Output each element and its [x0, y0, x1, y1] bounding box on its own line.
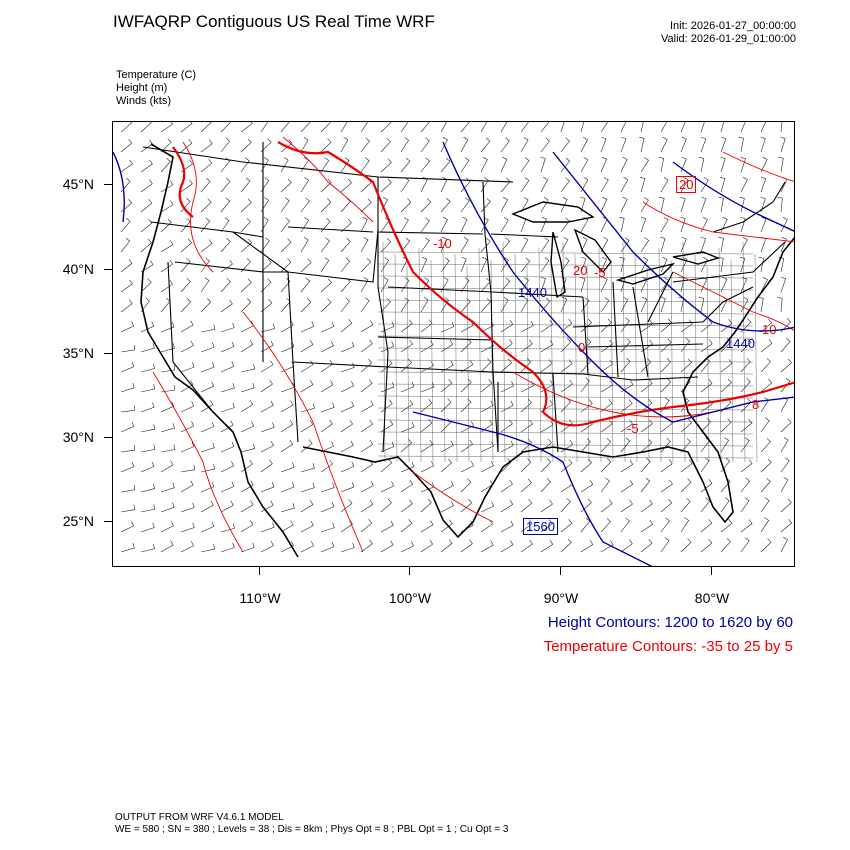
- lon-tick: [711, 567, 712, 575]
- temp-contour-label: 20: [676, 176, 697, 193]
- height-contours-legend: Height Contours: 1200 to 1620 by 60: [547, 614, 793, 631]
- variable-winds: Winds (kts): [116, 95, 171, 107]
- county-lines: [377, 241, 758, 463]
- lat-tick: [104, 521, 112, 522]
- temp-contour-label: -10: [433, 236, 452, 251]
- temp-contour-label: 0: [578, 340, 586, 355]
- lat-tick: [104, 184, 112, 185]
- valid-time: Valid: 2026-01-29_01:00:00: [661, 33, 796, 45]
- lat-tick: [104, 437, 112, 438]
- model-info: OUTPUT FROM WRF V4.6.1 MODEL: [115, 812, 284, 823]
- lon-tick: [409, 567, 410, 575]
- temp-contour-label: -5: [594, 265, 606, 280]
- init-time: Init: 2026-01-27_00:00:00: [670, 20, 796, 32]
- lon-label-100: 100°W: [388, 590, 432, 606]
- lon-label-80: 80°W: [694, 590, 730, 606]
- temp-contour-label: -5: [627, 421, 639, 436]
- lat-tick: [104, 269, 112, 270]
- height-contour-label: 1560: [523, 518, 558, 535]
- lat-label-45: 45°N: [62, 176, 94, 192]
- great-lakes: [511, 201, 721, 299]
- height-contour-label: 1440: [518, 285, 547, 300]
- height-contours: [113, 141, 794, 566]
- model-settings: WE = 580 ; SN = 380 ; Levels = 38 ; Dis …: [115, 824, 509, 835]
- temp-contour-label: 10: [762, 322, 777, 337]
- temp-contour-label: 8: [752, 397, 760, 412]
- map-canvas: [113, 122, 794, 566]
- lat-tick: [104, 353, 112, 354]
- height-contour-label: 1440: [726, 336, 755, 351]
- lon-tick: [259, 567, 260, 575]
- lat-label-40: 40°N: [62, 261, 94, 277]
- lon-tick: [560, 567, 561, 575]
- lat-label-30: 30°N: [62, 429, 94, 445]
- weather-map: [112, 121, 795, 567]
- temperature-contours-legend: Temperature Contours: -35 to 25 by 5: [543, 638, 793, 655]
- map-title: IWFAQRP Contiguous US Real Time WRF: [113, 12, 435, 31]
- freezing-contour: [172, 141, 794, 427]
- lat-label-25: 25°N: [62, 513, 94, 529]
- variable-height: Height (m): [116, 82, 168, 94]
- lon-label-110: 110°W: [239, 590, 281, 606]
- coastline: [140, 143, 794, 558]
- lat-label-35: 35°N: [62, 345, 94, 361]
- lon-label-90: 90°W: [543, 590, 579, 606]
- variable-temperature: Temperature (C): [116, 69, 197, 81]
- temp-contour-label: 20: [573, 263, 588, 278]
